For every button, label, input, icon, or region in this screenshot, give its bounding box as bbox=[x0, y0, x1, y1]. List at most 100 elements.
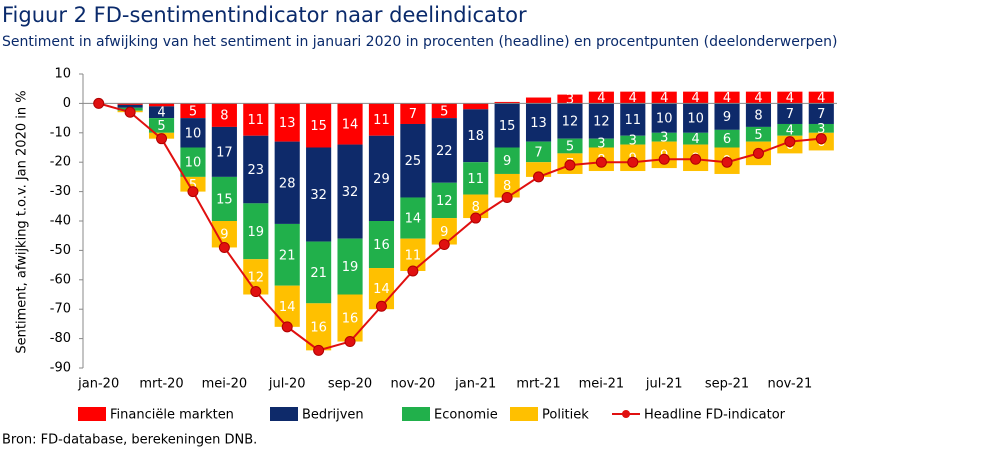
line-marker bbox=[533, 171, 545, 183]
legend-swatch bbox=[510, 407, 538, 421]
bar-segment bbox=[714, 91, 740, 104]
bar-segment bbox=[745, 103, 772, 127]
y-tick-label: -20 bbox=[50, 155, 71, 170]
line-marker bbox=[313, 344, 325, 356]
bar-segment bbox=[494, 103, 520, 148]
data-label: 19 bbox=[248, 225, 265, 240]
data-label: 9 bbox=[723, 110, 731, 125]
data-label: 14 bbox=[405, 212, 422, 227]
data-label: 17 bbox=[216, 145, 233, 160]
line-marker bbox=[658, 153, 670, 165]
bar-segment bbox=[714, 103, 740, 130]
bar-segment bbox=[620, 103, 646, 136]
legend-label: Economie bbox=[434, 408, 498, 423]
line-marker bbox=[752, 147, 764, 159]
bar-segment bbox=[620, 135, 646, 145]
data-label: 14 bbox=[373, 282, 390, 297]
bar-segment bbox=[243, 103, 269, 136]
line bbox=[98, 102, 822, 352]
bar-segment bbox=[180, 103, 206, 119]
line-marker bbox=[470, 212, 482, 224]
data-label: 10 bbox=[185, 126, 202, 141]
x-tick-label: nov-20 bbox=[390, 377, 435, 392]
bar-segment bbox=[400, 197, 426, 239]
legend-swatch bbox=[78, 407, 106, 421]
y-tick-label: -70 bbox=[50, 302, 71, 317]
bar-segment bbox=[777, 123, 803, 136]
bar-segment bbox=[525, 97, 552, 104]
data-label: 4 bbox=[754, 91, 762, 106]
data-label: 4 bbox=[597, 91, 605, 106]
line-marker bbox=[187, 186, 199, 198]
legend-label: Headline FD-indicator bbox=[644, 408, 786, 423]
bar-segment bbox=[651, 132, 677, 142]
data-label: 7 bbox=[409, 107, 417, 122]
line-marker bbox=[250, 286, 262, 298]
data-label: 22 bbox=[436, 144, 453, 159]
bar-segment bbox=[306, 103, 332, 148]
data-label: 5 bbox=[440, 104, 448, 119]
bar-segment bbox=[808, 91, 834, 104]
bar-segment bbox=[306, 241, 332, 304]
data-label: 29 bbox=[373, 172, 390, 187]
data-label: 21 bbox=[279, 248, 296, 263]
data-label: 5 bbox=[566, 140, 574, 155]
x-tick-label: nov-21 bbox=[767, 377, 812, 392]
x-tick-label: jul-21 bbox=[645, 377, 683, 392]
bar-segment bbox=[557, 138, 583, 154]
y-tick-label: -10 bbox=[50, 125, 71, 140]
line-marker bbox=[690, 153, 702, 165]
bar-segment bbox=[745, 126, 772, 142]
y-tick-label: -80 bbox=[50, 331, 71, 346]
data-label: 25 bbox=[405, 154, 422, 169]
line-marker bbox=[344, 336, 356, 348]
data-label: 9 bbox=[220, 228, 228, 243]
bar-segment bbox=[400, 123, 426, 198]
x-tick-label: sep-20 bbox=[328, 377, 372, 392]
line-marker bbox=[218, 241, 230, 253]
bar-segment bbox=[117, 104, 143, 108]
data-label: 4 bbox=[691, 132, 699, 147]
bar-segment bbox=[494, 101, 520, 104]
data-label: 3 bbox=[660, 131, 668, 146]
data-label: 11 bbox=[467, 172, 484, 187]
bar-segment bbox=[431, 182, 457, 219]
bar-segment bbox=[588, 103, 614, 139]
y-tick-label: 0 bbox=[63, 96, 71, 111]
bar-segment bbox=[525, 103, 552, 142]
bar-segment bbox=[683, 132, 709, 145]
legend-label: Bedrijven bbox=[302, 408, 364, 423]
bar-segment bbox=[274, 285, 300, 327]
data-label: 23 bbox=[248, 163, 265, 178]
line-marker bbox=[815, 133, 827, 145]
data-label: 21 bbox=[310, 266, 327, 281]
bar-segment bbox=[683, 103, 709, 133]
line-marker bbox=[281, 321, 293, 333]
chart-title: Figuur 2 FD-sentimentindicator naar deel… bbox=[2, 3, 527, 27]
bar-segment bbox=[306, 147, 332, 242]
data-label: 12 bbox=[436, 194, 453, 209]
bar-segment bbox=[368, 135, 395, 221]
bar-segment bbox=[620, 91, 646, 104]
bar-segment bbox=[148, 118, 175, 133]
data-label: 4 bbox=[629, 91, 637, 106]
bar-segment bbox=[337, 294, 363, 342]
line-marker bbox=[407, 265, 419, 277]
data-label: 4 bbox=[786, 91, 794, 106]
line-marker bbox=[93, 97, 105, 109]
data-label: 16 bbox=[373, 238, 390, 253]
data-label: 14 bbox=[342, 117, 359, 132]
legend-marker bbox=[622, 410, 630, 418]
legend-swatch bbox=[270, 407, 298, 421]
chart-subtitle: Sentiment in afwijking van het sentiment… bbox=[2, 34, 837, 50]
line-marker bbox=[564, 159, 576, 171]
bar-segment bbox=[337, 144, 363, 239]
y-tick-label: -90 bbox=[50, 361, 71, 376]
bar-segment bbox=[368, 221, 395, 269]
x-tick-label: mrt-20 bbox=[139, 377, 183, 392]
source: Bron: FD-database, berekeningen DNB. bbox=[2, 433, 257, 448]
data-label: 12 bbox=[562, 115, 579, 130]
bar-segment bbox=[337, 103, 363, 145]
bar-segment bbox=[117, 103, 143, 105]
